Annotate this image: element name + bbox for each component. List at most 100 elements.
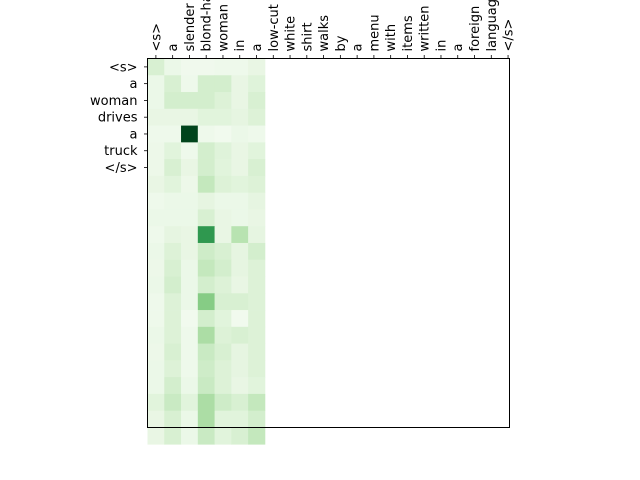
x-tick-label: woman [216,4,231,51]
heatmap-cell [164,226,182,244]
heatmap-cell [164,427,182,445]
heatmap-cell [214,276,232,294]
heatmap-cell [181,259,199,277]
heatmap-cell [147,410,165,428]
heatmap-cell [147,343,165,361]
heatmap-cell [248,159,266,177]
heatmap-cell [248,410,266,428]
heatmap-cell [181,393,199,412]
heatmap-cell [197,125,215,143]
x-axis-ticks: <s> a slender blond-haired woman in a low-cut wh… [149,0,517,59]
heatmap-cell [147,192,165,210]
heatmap-cell [214,259,232,277]
heatmap-cell [248,427,266,445]
heatmap-cell [214,226,232,244]
heatmap-cell [197,276,215,294]
heatmap-cell [248,209,266,227]
heatmap-cell [181,276,199,294]
x-tick-label: </s> [502,19,517,52]
heatmap-cell [147,142,165,160]
heatmap-cell [197,360,215,378]
heatmap-cell [214,410,232,428]
heatmap-cell [197,209,215,227]
heatmap-cell [181,142,199,160]
heatmap-cell [197,58,215,76]
heatmap-cell [147,92,165,110]
heatmap-cell [214,377,232,395]
heatmap-cell [164,192,182,210]
heatmap-cell [197,192,215,210]
heatmap-cell [181,377,199,395]
heatmap-cell [147,259,165,277]
x-tick-label: in [434,40,449,52]
heatmap-cell [164,276,182,294]
heatmap-cell [164,92,182,110]
x-tick-label: items [401,15,416,51]
plot-frame [147,58,510,428]
heatmap-cell [164,125,182,143]
heatmap-cell [147,276,165,294]
x-tick-label: a [166,44,181,52]
heatmap-cell [164,310,182,328]
heatmap-cell [147,226,165,244]
heatmap-cell [231,142,249,160]
heatmap-cell [197,242,215,261]
heatmap-cell [231,58,249,76]
heatmap-cell [214,326,232,344]
heatmap-cell [248,58,266,76]
heatmap-cell [248,226,266,244]
heatmap-cell [248,125,266,143]
heatmap-cell [147,209,165,227]
y-tick-label: a [130,127,138,142]
heatmap-cell [214,427,232,445]
heatmap-cell [231,242,249,261]
y-tick-label: drives [98,111,138,126]
heatmap-cell [248,343,266,361]
heatmap-cell [231,175,249,194]
x-tick-label: shirt [300,22,315,51]
x-tick-label: language [485,0,500,52]
heatmap-cell [248,108,266,126]
x-tick-label: written [418,5,433,51]
heatmap-cell [231,92,249,110]
y-tick-label: a [130,77,138,92]
heatmap-cell [164,108,182,126]
x-tick-label: in [233,40,248,52]
heatmap-cell [248,259,266,277]
heatmap-cell [181,159,199,177]
heatmap-cell [164,175,182,194]
heatmap-cell [248,276,266,294]
heatmap-cell [181,209,199,227]
y-tick-label: truck [104,144,138,159]
heatmap-cell [248,192,266,210]
y-tick-label: woman [90,94,137,109]
y-tick-label: </s> [105,161,138,176]
heatmap-cell [181,58,199,76]
heatmap-cell [231,276,249,294]
heatmap-cell [214,393,232,412]
heatmap-cell [181,427,199,445]
heatmap-cell [147,427,165,445]
heatmap-cell [231,75,249,93]
heatmap-cell [164,242,182,261]
x-tick-label: with [384,24,399,52]
heatmap-cell [214,293,232,311]
x-tick-label: by [334,35,349,51]
x-tick-label: slender [183,3,198,52]
heatmap-cell [164,343,182,361]
heatmap-cell [164,58,182,76]
heatmap-cell [231,209,249,227]
heatmap-cell [231,377,249,395]
x-tick-label: a [351,44,366,52]
heatmap-cell [181,343,199,361]
heatmap-cell [197,259,215,277]
heatmap-cell [147,393,165,412]
heatmap-cell [197,326,215,344]
heatmap-cell [197,293,215,311]
x-tick-label: foreign [468,6,483,52]
heatmap-cell [197,175,215,194]
heatmap-cell [248,142,266,160]
heatmap-cell [181,192,199,210]
